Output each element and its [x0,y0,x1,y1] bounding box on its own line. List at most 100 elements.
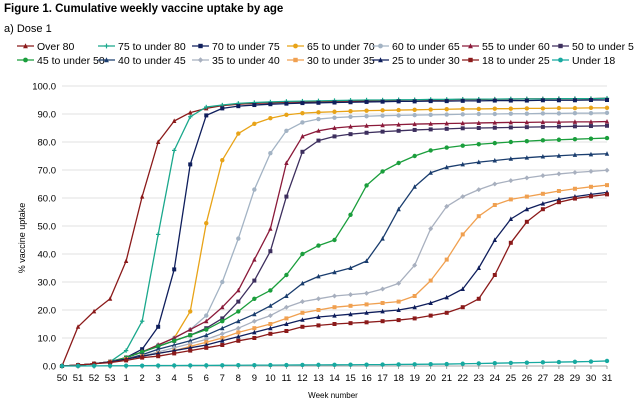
data-point [460,143,465,148]
data-point [300,310,305,315]
data-point [396,362,401,367]
x-tick-label: 11 [281,373,291,384]
data-point [588,136,594,141]
data-point [412,294,417,298]
data-point [396,318,401,323]
data-point [300,324,305,329]
x-tick-label: 12 [297,373,308,384]
legend-swatch-marker [378,57,383,63]
y-tick-label: 80.0 [38,138,57,149]
data-point [172,351,177,356]
data-point [476,142,481,147]
data-point [268,116,273,121]
data-point [604,167,610,173]
data-point [252,187,257,192]
legend-swatch-marker [378,43,383,49]
data-point [188,348,193,353]
data-point [140,347,145,352]
data-point [540,360,546,365]
data-point [444,310,449,315]
data-point [236,104,241,109]
y-tick-label: 70.0 [38,166,57,177]
legend-label: 65 to under 70 [307,41,375,53]
data-point [364,258,369,263]
data-point [572,98,577,103]
x-tick-label: 17 [377,373,388,384]
data-point [172,338,177,343]
data-point [492,120,497,125]
data-point [460,286,465,291]
data-point [588,151,594,157]
data-point [251,318,257,324]
data-point [556,137,562,142]
data-point [444,107,449,112]
data-point [236,309,241,314]
data-point [428,361,433,367]
data-point [300,120,305,125]
data-point [300,149,305,154]
data-point [412,107,417,113]
data-point [476,120,481,125]
data-point [220,304,225,310]
data-point [460,161,465,167]
data-point [524,106,530,111]
data-point [428,148,433,153]
data-point [220,319,225,324]
data-point [364,123,369,128]
data-point [220,363,225,368]
data-point [444,164,449,170]
data-point [252,311,257,317]
data-point [139,319,145,324]
data-point [348,311,353,317]
series-under-18 [59,358,610,369]
data-point [332,362,337,368]
data-point [380,113,385,118]
x-tick-label: 29 [570,373,581,384]
data-point [155,363,161,368]
data-point [572,119,578,124]
data-point [492,98,497,103]
data-point [316,323,321,328]
data-point [524,206,530,212]
legend-label: 30 to under 35 [307,55,375,67]
data-point [348,212,353,217]
data-point [316,273,321,279]
data-point [284,101,289,106]
data-point [252,362,257,368]
data-point [508,240,513,245]
data-point [428,300,433,305]
data-point [268,226,273,231]
data-point [268,102,273,107]
data-point [540,106,546,111]
data-point [476,214,481,219]
data-point [556,171,562,177]
data-point [188,110,193,115]
data-point [284,316,289,321]
data-point [572,110,578,116]
data-point [284,272,289,278]
data-point [508,119,514,125]
data-point [284,321,289,326]
data-point [267,313,273,319]
data-point [396,122,401,127]
y-axis-label: % vaccine uptake [17,203,27,274]
y-tick-label: 90.0 [38,110,57,121]
data-point [268,151,273,156]
data-point [572,152,578,157]
data-point [460,112,465,117]
x-tick-label: 2 [139,373,144,384]
data-point [220,336,225,340]
series-line [61,137,608,367]
y-tick-label: 50.0 [38,222,57,233]
data-point [364,130,369,135]
data-point [316,100,321,105]
data-point [220,106,225,111]
data-point [348,114,353,120]
x-tick-label: 13 [313,373,324,384]
data-point [284,194,289,199]
x-tick-label: 27 [538,373,549,384]
data-point [284,128,289,133]
legend-label: 18 to under 25 [482,55,550,67]
data-point [604,135,610,141]
data-point [252,326,257,331]
